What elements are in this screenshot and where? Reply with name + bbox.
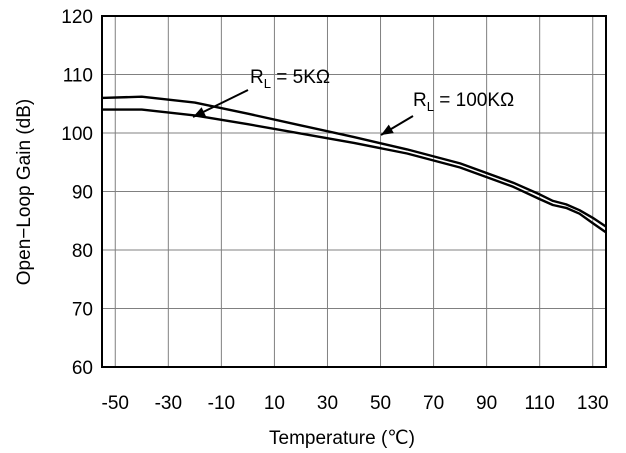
plot-frame — [101, 15, 607, 368]
series-lines — [101, 95, 607, 234]
series-line-rl-100k — [102, 108, 607, 234]
x-tick-label: 50 — [370, 393, 391, 414]
series-label-rl-5k: RL = 5KΩ — [250, 67, 330, 91]
x-tick-label: 110 — [525, 393, 555, 414]
series-label-subscript: L — [427, 99, 434, 114]
series-label-value: = 5KΩ — [271, 67, 330, 88]
y-tick-label: 110 — [63, 66, 93, 87]
annotation-arrow-head — [381, 124, 394, 135]
y-tick-label: 120 — [61, 7, 93, 28]
x-tick-label: 90 — [476, 393, 497, 414]
x-tick-label: 70 — [423, 393, 444, 414]
series-line-rl-5k — [101, 95, 607, 228]
y-tick-labels: 60 70 80 90 100 110 120 — [61, 7, 93, 379]
x-tick-label: -30 — [155, 393, 182, 414]
series-label-main: R — [413, 90, 427, 111]
x-tick-label: 130 — [577, 393, 609, 414]
series-label-main: R — [250, 67, 264, 88]
series-label-value: = 100KΩ — [434, 90, 514, 111]
series-label-rl-100k: RL = 100KΩ — [413, 90, 514, 114]
x-tick-label: 10 — [264, 393, 285, 414]
y-tick-label: 80 — [72, 241, 93, 262]
y-tick-label: 70 — [72, 300, 93, 321]
series-label-subscript: L — [264, 76, 271, 91]
y-tick-label: 100 — [61, 124, 93, 145]
y-tick-label: 90 — [72, 183, 93, 204]
annotation-arrow-head — [193, 107, 206, 117]
x-axis-title: Temperature (℃) — [269, 428, 415, 449]
y-tick-label: 60 — [72, 358, 93, 379]
x-tick-labels: -50 -30 -10 10 30 50 70 90 110 130 — [102, 393, 609, 414]
x-tick-label: -10 — [208, 393, 235, 414]
y-axis-title: Open−Loop Gain (dB) — [14, 99, 35, 285]
x-tick-label: 30 — [317, 393, 338, 414]
x-tick-label: -50 — [102, 393, 129, 414]
